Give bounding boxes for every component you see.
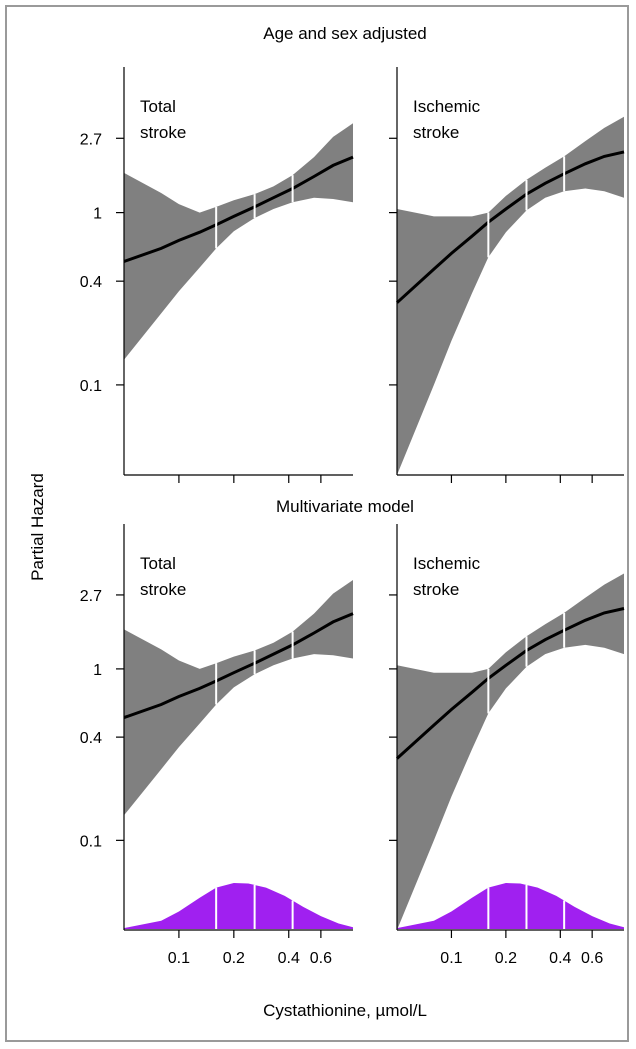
density-area — [124, 883, 353, 929]
hazard-curve — [123, 155, 354, 263]
x-tick-label: 0.1 — [168, 950, 190, 967]
confidence-band — [397, 573, 624, 930]
hazard-curve — [123, 612, 354, 720]
y-tick-label: 0.1 — [80, 378, 102, 395]
x-axis-label: Cystathionine, µmol/L — [263, 1001, 427, 1020]
x-tick-label: 0.2 — [495, 950, 517, 967]
x-tick-label: 0.6 — [581, 950, 603, 967]
panel-r1-c0: 2.7 1 0.4 0.1 0.1 0.2 0.4 0.6 Total stroke — [80, 524, 354, 967]
row-title-age-sex: Age and sex adjusted — [263, 24, 427, 43]
panel-label-line1: Ischemic — [413, 97, 481, 116]
panel-label-line2: stroke — [413, 123, 459, 142]
confidence-band — [397, 116, 624, 476]
panel-r1-c1: 0.1 0.2 0.4 0.6 Ischemic stroke — [389, 524, 625, 967]
y-axis-label: Partial Hazard — [28, 473, 47, 581]
panel-label-line1: Total — [140, 554, 176, 573]
panel-label-line2: stroke — [140, 580, 186, 599]
y-tick-label: 0.4 — [80, 730, 102, 747]
figure-frame: Age and sex adjusted Multivariate model … — [5, 5, 629, 1042]
panel-label-line2: stroke — [140, 123, 186, 142]
row-title-multivariate: Multivariate model — [276, 497, 414, 516]
x-tick-label: 0.2 — [223, 950, 245, 967]
hazard-curve — [395, 607, 625, 760]
y-tick-label: 2.7 — [80, 588, 102, 605]
panels-group: 2.7 1 0.4 0.1 Total stroke Ischemic stroke 2.7 1 0… — [80, 67, 625, 967]
panel-r0-c1: Ischemic stroke — [389, 67, 625, 483]
x-tick-label: 0.6 — [310, 950, 332, 967]
x-tick-label: 0.4 — [278, 950, 300, 967]
panel-r0-c0: 2.7 1 0.4 0.1 Total stroke — [80, 67, 354, 483]
y-tick-label: 0.1 — [80, 833, 102, 850]
y-tick-label: 2.7 — [80, 131, 102, 148]
confidence-band — [124, 580, 353, 816]
y-tick-label: 0.4 — [80, 274, 102, 291]
panel-label-line1: Ischemic — [413, 554, 481, 573]
figure-canvas: Age and sex adjusted Multivariate model … — [28, 24, 625, 1020]
x-tick-label: 0.4 — [549, 950, 571, 967]
hazard-curve — [395, 150, 625, 304]
panel-label-line2: stroke — [413, 580, 459, 599]
density-area — [397, 883, 624, 929]
confidence-band — [124, 123, 353, 360]
panel-label-line1: Total — [140, 97, 176, 116]
y-tick-label: 1 — [93, 206, 102, 223]
x-tick-label: 0.1 — [440, 950, 462, 967]
y-tick-label: 1 — [93, 662, 102, 679]
